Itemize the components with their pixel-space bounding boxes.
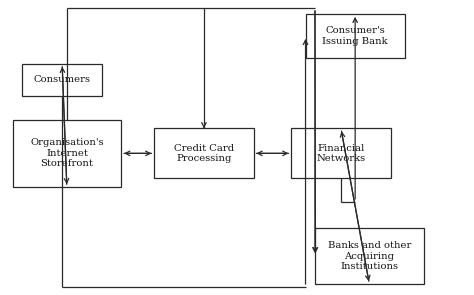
Bar: [292, 128, 391, 178]
Text: Financial
Networks: Financial Networks: [317, 144, 365, 163]
Bar: [22, 64, 102, 96]
Text: Consumer's
Issuing Bank: Consumer's Issuing Bank: [322, 26, 388, 46]
Bar: [315, 228, 424, 284]
Text: Organisation's
Internet
Storefront: Organisation's Internet Storefront: [30, 138, 104, 168]
Text: Consumers: Consumers: [34, 76, 91, 84]
Bar: [12, 119, 121, 187]
Bar: [306, 14, 405, 58]
Text: Credit Card
Processing: Credit Card Processing: [174, 144, 234, 163]
Bar: [155, 128, 254, 178]
Text: Banks and other
Acquiring
Institutions: Banks and other Acquiring Institutions: [328, 241, 411, 271]
